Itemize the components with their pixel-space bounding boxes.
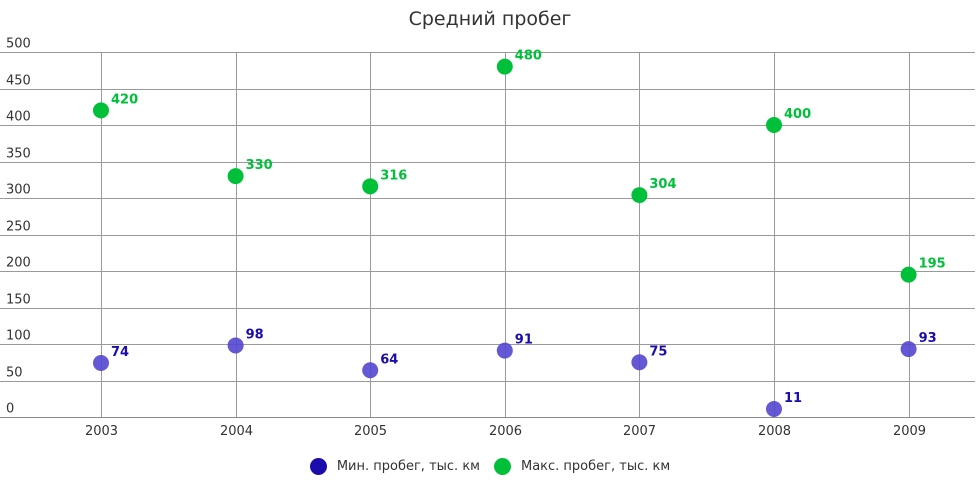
data-point xyxy=(900,266,917,283)
y-tick-label: 150 xyxy=(6,293,31,308)
legend-item-min[interactable]: Мин. пробег, тыс. км xyxy=(309,458,480,475)
data-point xyxy=(362,362,379,379)
data-point xyxy=(93,354,109,371)
x-tick-label: 2004 xyxy=(220,424,253,439)
y-tick-label: 100 xyxy=(6,329,31,344)
data-label: 75 xyxy=(649,344,667,359)
data-point xyxy=(496,342,513,359)
data-point xyxy=(766,400,782,417)
data-label: 330 xyxy=(246,158,273,173)
y-tick-label: 0 xyxy=(6,402,14,417)
data-label: 195 xyxy=(919,257,946,272)
data-label: 480 xyxy=(515,49,542,64)
data-point xyxy=(900,341,917,358)
y-tick-label: 200 xyxy=(6,256,31,271)
data-label: 420 xyxy=(111,92,138,107)
y-tick-label: 300 xyxy=(6,183,31,198)
data-label: 11 xyxy=(784,391,802,406)
y-tick-label: 350 xyxy=(6,147,31,162)
x-tick-label: 2008 xyxy=(758,424,791,439)
data-label: 304 xyxy=(649,177,676,192)
data-point xyxy=(631,354,648,371)
legend-label-min: Мин. пробег, тыс. км xyxy=(336,459,480,474)
y-tick-label: 450 xyxy=(6,74,31,89)
x-tick-label: 2007 xyxy=(623,424,656,439)
x-tick-label: 2005 xyxy=(354,424,387,439)
legend-marker-min xyxy=(309,458,327,475)
y-tick-label: 250 xyxy=(6,220,31,235)
data-label: 316 xyxy=(380,168,407,183)
data-label: 400 xyxy=(784,107,811,122)
y-tick-label: 500 xyxy=(6,37,31,52)
data-point xyxy=(766,117,782,133)
data-point xyxy=(227,337,244,354)
x-tick-label: 2003 xyxy=(85,424,118,439)
data-label: 93 xyxy=(919,331,937,346)
x-tick-label: 2009 xyxy=(893,424,926,439)
x-tick-label: 2006 xyxy=(489,424,522,439)
data-point xyxy=(631,187,648,204)
data-point xyxy=(227,168,244,185)
data-label: 64 xyxy=(380,352,398,367)
data-label: 91 xyxy=(515,333,533,348)
data-point xyxy=(496,58,513,75)
legend-marker-max xyxy=(493,458,511,475)
data-label: 74 xyxy=(111,345,129,360)
y-tick-label: 50 xyxy=(6,366,23,381)
data-label: 98 xyxy=(246,327,264,342)
legend-item-max[interactable]: Макс. пробег, тыс. км xyxy=(493,458,671,475)
legend-label-max: Макс. пробег, тыс. км xyxy=(520,459,671,474)
legend: Мин. пробег, тыс. км Макс. пробег, тыс. … xyxy=(0,458,980,475)
data-point xyxy=(362,178,379,195)
chart-title: Средний пробег xyxy=(408,8,572,30)
data-point xyxy=(93,102,109,119)
y-tick-label: 400 xyxy=(6,110,31,125)
